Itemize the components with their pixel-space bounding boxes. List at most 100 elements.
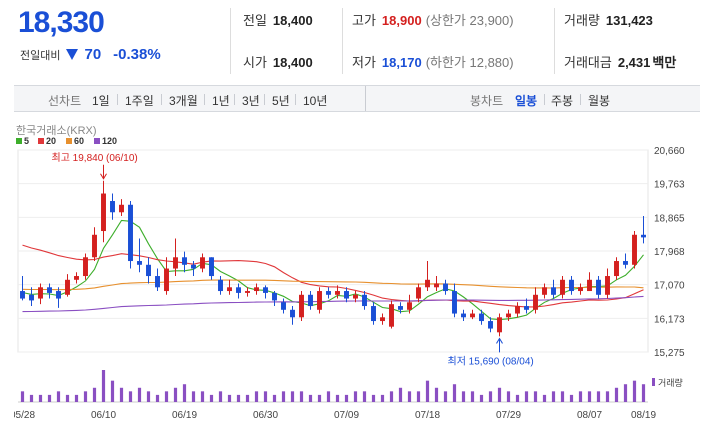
volume-bar [74,394,79,402]
x-tick-label: 05/28 [14,410,35,421]
y-axis-labels: 20,660 19,763 18,865 17,968 17,070 16,173 15,2… [654,146,685,359]
candle-body [110,201,115,213]
candle-body [614,261,619,277]
volume-bar [83,391,88,402]
volume-bar [254,391,259,402]
candles [20,180,646,337]
candle-body [245,291,250,293]
candle-body [479,313,484,322]
volume-bar [65,394,70,402]
candle-body [155,276,160,288]
divider [230,8,231,74]
volume-bar [317,394,322,402]
volume-bar [227,394,232,402]
volume-bar [551,391,556,402]
x-tick-label: 06/10 [91,410,116,421]
volume-bar [416,391,421,402]
candle-body [200,257,205,269]
tab-1d[interactable]: 1일 [92,94,110,108]
legend-label: 60 [74,136,84,146]
tab-group-candle[interactable]: 봉차트 [470,94,504,108]
stat-volume: 거래량 131,423 [564,10,653,29]
stat-unit: 백만 [652,55,677,70]
volume-bar [38,394,43,402]
volume-bar [515,394,520,402]
ma-line-120 [22,295,644,313]
volume-bar [506,391,511,402]
volume-bar [182,384,187,402]
tab-weekly[interactable]: 주봉 [551,94,574,108]
candle-body [29,294,34,301]
candle-body [524,306,529,310]
candle-body [290,309,295,318]
candle-body [380,317,385,322]
candle-body [56,291,61,299]
change-amount: 70 [84,46,102,63]
moving-averages [22,219,644,321]
x-tick-label: 07/29 [496,410,521,421]
stat-prev-close: 전일 18,400 [243,10,313,29]
tab-1y[interactable]: 1년 [212,94,230,108]
volume-bar [281,391,286,402]
candle-body [461,313,466,318]
change-percent: -0.38% [113,46,161,63]
candle-body [605,276,610,295]
volume-bar [110,380,115,402]
tab-5y[interactable]: 5년 [272,94,290,108]
tab-separator [295,94,296,105]
change-label: 전일대비 [20,49,61,62]
stat-value: 18,400 [272,55,313,70]
volume-bar [569,394,574,402]
tab-1w[interactable]: 1주일 [125,94,154,108]
tab-group-line[interactable]: 선차트 [48,94,82,108]
volume-bar [524,391,529,402]
tab-daily[interactable]: 일봉 [515,94,538,108]
tab-monthly[interactable]: 월봉 [588,94,611,108]
candle-body [452,291,457,314]
volume-bar [488,391,493,402]
candle-body [425,279,430,288]
candle-body [272,292,277,301]
change-row: 전일대비 70 -0.38% [20,46,161,63]
volume-bar [29,394,34,402]
x-tick-label: 07/18 [415,410,440,421]
volume-bar [173,387,178,402]
legend: 5 20 60 120 [16,136,117,146]
candle-body [632,234,637,265]
candle-body [641,234,646,238]
volume-bar [398,387,403,402]
volume-bar [389,391,394,402]
stat-label: 고가 [352,13,376,28]
stat-low: 저가 18,170 (하한가 12,880) [352,52,514,71]
tab-10y[interactable]: 10년 [303,94,328,108]
volume-bar [362,391,367,402]
candle-body [416,287,421,299]
tab-3y[interactable]: 3년 [242,94,260,108]
volume-bar [542,394,547,402]
candle-body [362,294,367,307]
candle-body [74,276,79,280]
volume-bar [101,370,106,402]
candle-body [506,313,511,318]
tab-group-divider [365,86,366,111]
stat-value: 18,400 [272,13,313,28]
candle-body [20,291,25,299]
volume-bar [272,394,277,402]
volume-bar [425,380,430,402]
candle-body [371,306,376,322]
candle-body [470,313,475,318]
volume-bar [380,394,385,402]
stat-turnover: 거래대금 2,431 백만 [564,52,676,71]
candle-body [317,291,322,310]
high-marker-arrow [100,173,107,180]
volume-bar [461,391,466,402]
tab-separator [117,94,118,105]
legend-label: 120 [102,136,117,146]
candle-body [47,287,52,293]
candle-body [623,261,628,265]
candle-body [38,287,43,299]
volume-bar [443,391,448,402]
candle-body [119,204,124,213]
tab-3m[interactable]: 3개월 [169,94,198,108]
volume-label: 거래량 [658,377,683,388]
